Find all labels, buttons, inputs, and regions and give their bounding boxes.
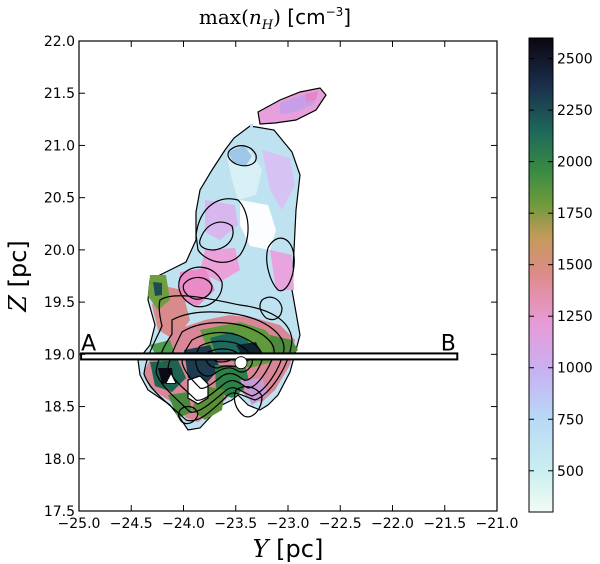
colorbar-tick-label: 2000: [557, 155, 593, 171]
y-axis-unit: [pc]: [4, 240, 32, 287]
colorbar-tick-label: 1000: [557, 361, 593, 377]
colorbar-tick-label: 1750: [557, 206, 593, 222]
colorbar-tick-label: 2250: [557, 103, 593, 119]
contour-lines: [143, 145, 295, 425]
y-tick-label: 19.0: [44, 347, 75, 363]
y-tick-label: 22.0: [44, 34, 75, 50]
colorbar-tick-label: 1250: [557, 309, 593, 325]
y-tick-label: 21.0: [44, 138, 75, 154]
y-axis-var: Z: [4, 294, 32, 313]
chart-title: max(nH) [cm−3]: [199, 5, 351, 33]
x-axis-unit: [pc]: [276, 535, 323, 563]
cut-line-bar: [80, 352, 459, 361]
heatmap-image: [137, 87, 327, 431]
triangle-marker: [165, 372, 177, 384]
title-sub: H: [261, 18, 274, 33]
colorbar-tick-label: 750: [557, 412, 584, 428]
colorbar-ticks: 500 750 1000 1250 1500 1750 2000 2250 2500: [529, 52, 593, 480]
x-tick-label: −22.0: [371, 516, 414, 532]
y-axis-label: Z [pc]: [4, 240, 32, 312]
title-var: n: [249, 5, 262, 29]
y-tick-label: 18.5: [44, 400, 75, 416]
x-tick-label: −22.5: [319, 516, 362, 532]
cut-line-ab: A B: [80, 331, 459, 361]
x-tick-label: −21.5: [423, 516, 466, 532]
x-tick-label: −24.5: [110, 516, 153, 532]
x-tick-label: −21.0: [476, 516, 519, 532]
title-close: ): [273, 5, 281, 29]
x-axis-var: Y: [253, 535, 271, 563]
colorbar: [528, 37, 554, 513]
circle-marker: [234, 356, 248, 370]
title-unit-close: ]: [343, 5, 351, 29]
y-tick-label: 21.5: [44, 86, 75, 102]
title-func: max(: [199, 5, 249, 29]
y-axis: 17.5 18.0 18.5 19.0 19.5 20.0 20.5 21.0 21.5 22.0: [44, 34, 497, 520]
y-tick-label: 18.0: [44, 452, 75, 468]
x-axis: −25.0 −24.5 −24.0 −23.5 −23.0 −22.5 −22.0 −21.5…: [58, 41, 519, 532]
y-tick-label: 20.0: [44, 243, 75, 259]
colorbar-tick-label: 1500: [557, 258, 593, 274]
cut-line-start-label: A: [81, 331, 96, 356]
x-tick-label: −23.5: [214, 516, 257, 532]
y-tick-label: 20.5: [44, 191, 75, 207]
markers: [165, 356, 248, 384]
cut-line-end-label: B: [441, 331, 456, 356]
y-tick-label: 19.5: [44, 295, 75, 311]
x-tick-label: −24.0: [162, 516, 205, 532]
colorbar-tick-label: 2500: [557, 52, 593, 68]
y-tick-label: 17.5: [44, 504, 75, 520]
title-exp: −3: [326, 5, 344, 19]
x-tick-label: −25.0: [58, 516, 101, 532]
title-unit: [cm: [287, 5, 325, 29]
colorbar-tick-label: 500: [557, 464, 584, 480]
x-tick-label: −23.0: [267, 516, 310, 532]
x-axis-label: Y [pc]: [253, 535, 324, 563]
